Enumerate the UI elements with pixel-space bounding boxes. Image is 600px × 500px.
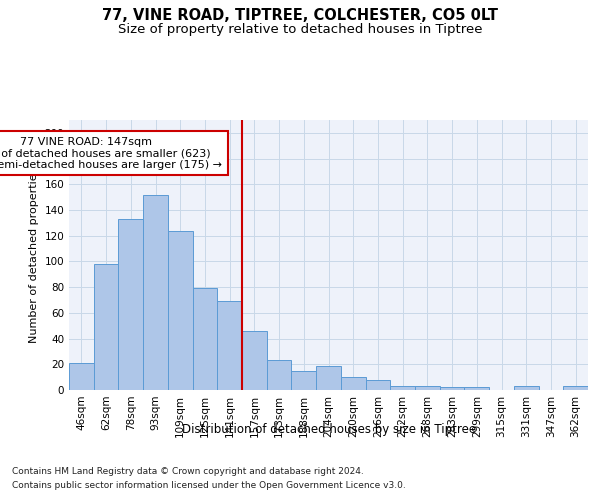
Bar [365, 380, 390, 390]
Bar [316, 366, 341, 390]
Text: 77 VINE ROAD: 147sqm
← 78% of detached houses are smaller (623)
22% of semi-deta: 77 VINE ROAD: 147sqm ← 78% of detached h… [0, 136, 222, 170]
Bar [415, 386, 440, 390]
Bar [563, 386, 588, 390]
Bar [341, 377, 365, 390]
Bar [242, 331, 267, 390]
Text: Distribution of detached houses by size in Tiptree: Distribution of detached houses by size … [182, 422, 476, 436]
Bar [464, 388, 489, 390]
Text: Contains public sector information licensed under the Open Government Licence v3: Contains public sector information licen… [12, 481, 406, 490]
Bar [217, 302, 242, 390]
Bar [267, 360, 292, 390]
Y-axis label: Number of detached properties: Number of detached properties [29, 168, 39, 342]
Bar [193, 288, 217, 390]
Bar [292, 370, 316, 390]
Bar [143, 194, 168, 390]
Bar [440, 388, 464, 390]
Text: Size of property relative to detached houses in Tiptree: Size of property relative to detached ho… [118, 22, 482, 36]
Text: Contains HM Land Registry data © Crown copyright and database right 2024.: Contains HM Land Registry data © Crown c… [12, 468, 364, 476]
Bar [168, 230, 193, 390]
Bar [390, 386, 415, 390]
Text: 77, VINE ROAD, TIPTREE, COLCHESTER, CO5 0LT: 77, VINE ROAD, TIPTREE, COLCHESTER, CO5 … [102, 8, 498, 22]
Bar [69, 363, 94, 390]
Bar [118, 219, 143, 390]
Bar [514, 386, 539, 390]
Bar [94, 264, 118, 390]
